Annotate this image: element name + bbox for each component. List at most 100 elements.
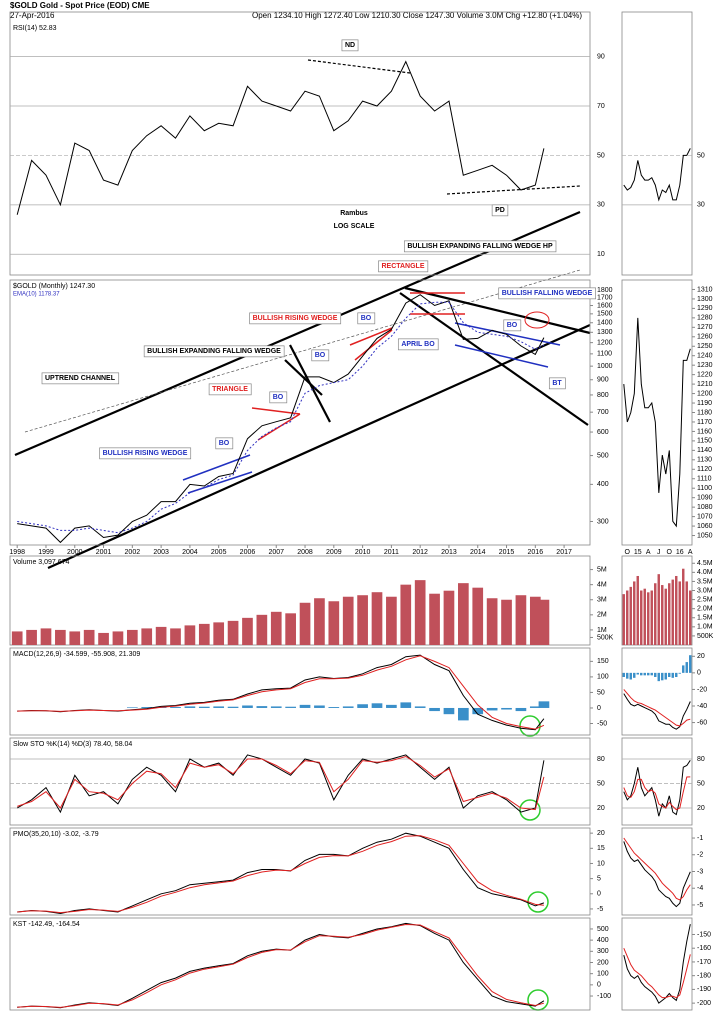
bar [629, 586, 632, 645]
y-tick-label: -60 [697, 719, 707, 726]
x-tick-label: 15 [634, 549, 642, 556]
bar [685, 662, 688, 673]
bar [40, 628, 52, 645]
bar [443, 590, 455, 645]
bar [622, 594, 625, 645]
y-tick-label: 500 [597, 926, 609, 933]
y-tick-label: 50 [597, 689, 605, 696]
annotation-box [403, 240, 557, 253]
y-tick-label: 1180 [697, 409, 712, 416]
bar [675, 575, 678, 645]
y-tick-label: 80 [597, 756, 605, 763]
y-tick-label: 150 [597, 658, 609, 665]
panel-frame [621, 555, 693, 646]
y-tick-label: 30 [697, 202, 705, 209]
y-tick-label: -50 [597, 720, 607, 727]
bar [256, 614, 268, 645]
bar [400, 584, 412, 645]
y-tick-label: 10 [597, 251, 605, 258]
y-tick-label: 1070 [697, 513, 713, 520]
annotation-box [378, 260, 429, 273]
annotation-box [341, 39, 359, 52]
y-tick-label: 1280 [697, 315, 713, 322]
y-tick-label: 1050 [697, 532, 713, 539]
panel-frame [621, 917, 693, 1011]
y-tick-label: -170 [697, 959, 711, 966]
y-tick-label: 50 [697, 780, 705, 787]
bar [371, 703, 383, 708]
y-tick-label: 1.5M [697, 615, 713, 622]
bar [626, 590, 629, 645]
y-tick-label: 1220 [697, 371, 713, 378]
y-tick-label: 400 [597, 937, 609, 944]
y-tick-label: -3 [697, 868, 703, 875]
bar [671, 672, 674, 678]
bar [55, 629, 66, 645]
bar [640, 672, 643, 676]
bar [26, 629, 37, 645]
bar [486, 598, 498, 645]
series-line [623, 760, 691, 817]
y-tick-label: 700 [597, 409, 609, 416]
x-tick-label: 2015 [499, 549, 515, 556]
bar [429, 593, 440, 645]
series-line [623, 837, 691, 901]
bar [538, 701, 550, 708]
y-tick-label: 300 [597, 948, 609, 955]
y-tick-label: -190 [697, 986, 711, 993]
y-tick-label: 0 [597, 891, 601, 898]
annotation-box [208, 383, 252, 396]
bar [643, 672, 646, 676]
annotation: BO [507, 322, 518, 329]
panel-label: RSI(14) 52.83 [13, 25, 57, 32]
annotation-box [503, 319, 522, 332]
annotation-box [143, 345, 285, 358]
series-line [17, 755, 545, 811]
y-tick-label: 80 [697, 756, 705, 763]
panel-frame [9, 737, 591, 826]
y-tick-label: 1290 [697, 305, 713, 312]
x-tick-label: 2017 [556, 549, 572, 556]
y-tick-label: 900 [597, 377, 609, 384]
y-tick-label: 1080 [697, 504, 713, 511]
series-line [16, 754, 545, 814]
bar [647, 672, 650, 676]
x-tick-label: A [688, 549, 693, 556]
bar [633, 581, 636, 645]
bar [299, 704, 311, 708]
y-tick-label: 1250 [697, 343, 713, 350]
y-tick-label: 0 [597, 705, 601, 712]
y-tick-label: 1230 [697, 362, 713, 369]
channel-lower [47, 323, 591, 570]
series-line [623, 948, 691, 999]
x-tick-label: A [646, 549, 651, 556]
y-tick-label: 1060 [697, 523, 713, 530]
y-tick-label: 1110 [697, 476, 712, 483]
nd-line [307, 59, 411, 74]
panel-frame [621, 647, 693, 736]
bar [242, 705, 253, 708]
x-tick-label: O [625, 549, 631, 556]
x-tick-label: 1999 [38, 549, 54, 556]
bar [357, 704, 368, 708]
y-tick-label: 0 [697, 670, 701, 677]
panel-frame [9, 647, 591, 736]
bar [640, 590, 643, 645]
annotation: BO [361, 315, 372, 322]
y-tick-label: 1800 [597, 287, 613, 294]
y-tick-label: -5 [697, 902, 703, 909]
y-tick-label: 4.0M [697, 569, 713, 576]
bar [285, 706, 296, 708]
bar [371, 592, 383, 645]
bar [170, 628, 181, 645]
x-tick-label: 2007 [268, 549, 284, 556]
series-line [17, 294, 545, 544]
bar [314, 598, 325, 645]
bar [654, 672, 657, 677]
bar [678, 672, 681, 674]
bar [661, 672, 664, 681]
bar [657, 574, 660, 645]
panel-frame [9, 827, 591, 916]
bar [429, 707, 440, 712]
bar [529, 596, 541, 645]
